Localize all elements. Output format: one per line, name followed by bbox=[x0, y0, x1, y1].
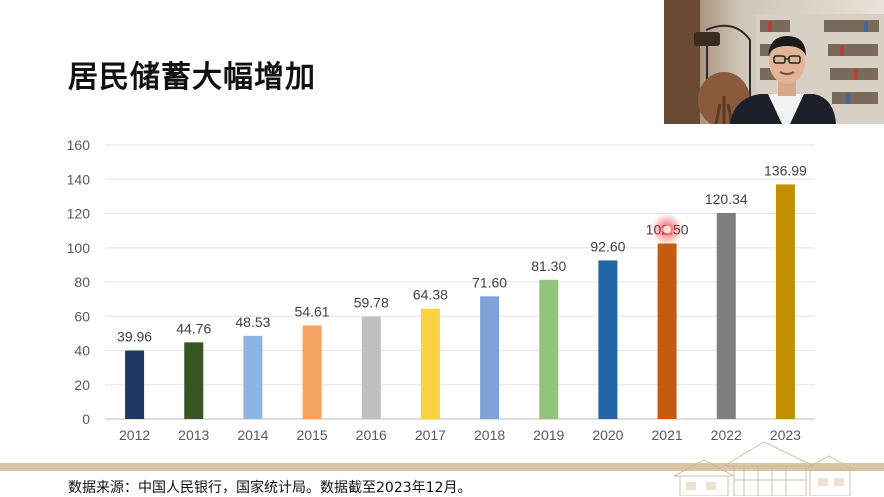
x-tick-label: 2013 bbox=[178, 427, 209, 443]
data-label-2018: 71.60 bbox=[472, 274, 507, 290]
x-tick-label: 2023 bbox=[770, 427, 801, 443]
bar-2016 bbox=[361, 316, 381, 419]
y-tick-label: 60 bbox=[74, 308, 90, 324]
bar-2014 bbox=[243, 335, 263, 419]
slide-title: 居民储蓄大幅增加 bbox=[68, 60, 316, 95]
y-tick-label: 40 bbox=[74, 343, 90, 359]
bar-2019 bbox=[539, 279, 559, 419]
bar-2022 bbox=[716, 212, 736, 419]
bar-2012 bbox=[125, 350, 145, 419]
x-tick-label: 2012 bbox=[119, 427, 150, 443]
webcam-scene-icon bbox=[664, 0, 884, 124]
y-tick-label: 0 bbox=[82, 411, 90, 427]
source-note: 数据来源：中国人民银行，国家统计局。数据截至2023年12月。 bbox=[68, 480, 472, 496]
x-tick-label: 2022 bbox=[711, 427, 742, 443]
laser-pointer-core bbox=[663, 225, 672, 234]
bar-2017 bbox=[420, 308, 440, 419]
y-tick-label: 140 bbox=[67, 171, 91, 187]
data-labels: 39.96 44.76 48.53 54.61 59.78 64.38 71.60 81.30… bbox=[117, 162, 807, 344]
bar-2018 bbox=[480, 296, 500, 419]
data-label-2017: 64.38 bbox=[413, 287, 448, 303]
y-tick-label: 20 bbox=[74, 377, 90, 393]
data-label-2012: 39.96 bbox=[117, 329, 152, 345]
x-tick-label: 2017 bbox=[415, 427, 446, 443]
y-tick-label: 100 bbox=[67, 240, 91, 256]
x-tick-label: 2019 bbox=[533, 427, 564, 443]
x-tick-label: 2016 bbox=[356, 427, 387, 443]
x-axis-ticks: 2012 2013 2014 2015 2016 2017 2018 2019 2020 2021… bbox=[119, 427, 801, 443]
y-axis-ticks: 0 20 40 60 80 100 120 140 160 bbox=[67, 137, 91, 427]
bar-2021 bbox=[657, 243, 677, 419]
data-label-2013: 44.76 bbox=[176, 320, 211, 336]
x-tick-label: 2014 bbox=[237, 427, 268, 443]
footer-band bbox=[0, 463, 884, 471]
data-label-2014: 48.53 bbox=[235, 314, 270, 330]
data-label-2023: 136.99 bbox=[764, 162, 807, 178]
bar-2020 bbox=[598, 260, 618, 419]
y-tick-label: 120 bbox=[67, 206, 91, 222]
pointer-highlight bbox=[651, 213, 684, 246]
gridlines bbox=[105, 144, 815, 420]
data-label-2019: 81.30 bbox=[531, 258, 566, 274]
data-label-2015: 54.61 bbox=[295, 303, 330, 319]
bar-2013 bbox=[184, 342, 204, 419]
bar-2023 bbox=[775, 184, 795, 419]
bar-2015 bbox=[302, 325, 322, 419]
y-tick-label: 80 bbox=[74, 274, 90, 290]
data-label-2016: 59.78 bbox=[354, 295, 389, 311]
data-label-2020: 92.60 bbox=[590, 238, 625, 254]
data-label-2022: 120.34 bbox=[705, 191, 748, 207]
decorative-illustration-icon bbox=[673, 441, 856, 496]
x-tick-label: 2020 bbox=[592, 427, 623, 443]
x-tick-label: 2015 bbox=[297, 427, 328, 443]
presenter-webcam bbox=[664, 0, 884, 124]
y-tick-label: 160 bbox=[67, 137, 91, 153]
x-tick-label: 2021 bbox=[652, 427, 683, 443]
x-tick-label: 2018 bbox=[474, 427, 505, 443]
bars bbox=[125, 184, 795, 419]
